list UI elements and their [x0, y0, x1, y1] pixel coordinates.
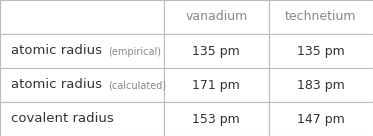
Bar: [269, 102, 373, 136]
Bar: [164, 68, 269, 102]
Bar: [269, 34, 373, 68]
Bar: [164, 34, 269, 68]
Text: 183 pm: 183 pm: [297, 78, 345, 92]
Text: 171 pm: 171 pm: [192, 78, 240, 92]
Bar: [0, 68, 164, 102]
Bar: [0, 0, 164, 34]
Text: (empirical): (empirical): [108, 47, 161, 57]
Text: 135 pm: 135 pm: [297, 44, 345, 58]
Bar: [0, 102, 164, 136]
Text: 147 pm: 147 pm: [297, 112, 345, 126]
Bar: [269, 68, 373, 102]
Text: (calculated): (calculated): [108, 81, 166, 91]
Text: technetium: technetium: [285, 10, 357, 24]
Text: atomic radius: atomic radius: [11, 78, 106, 92]
Text: atomic radius: atomic radius: [11, 44, 106, 58]
Bar: [0, 34, 164, 68]
Text: covalent radius: covalent radius: [11, 112, 114, 126]
Bar: [164, 102, 269, 136]
Bar: [164, 0, 269, 34]
Bar: [269, 0, 373, 34]
Text: 153 pm: 153 pm: [192, 112, 240, 126]
Text: 135 pm: 135 pm: [192, 44, 240, 58]
Text: vanadium: vanadium: [185, 10, 247, 24]
